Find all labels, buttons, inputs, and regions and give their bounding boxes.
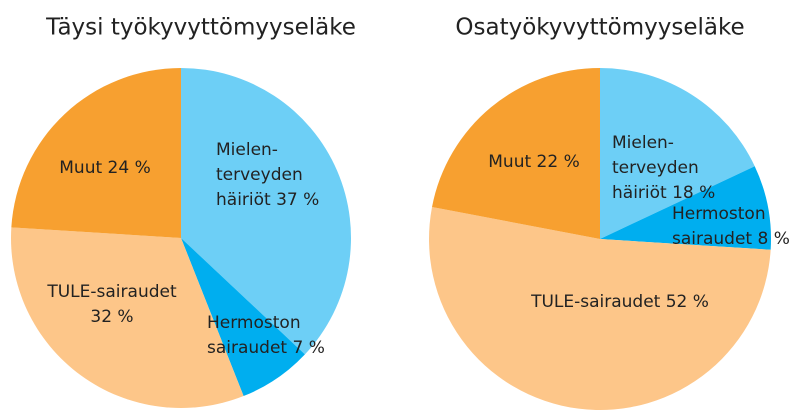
pie-slice	[429, 206, 771, 410]
slice-label: häiriöt 18 %	[612, 183, 715, 203]
slice-label: Mielen-	[612, 133, 674, 153]
pie-slice	[10, 227, 244, 408]
slice-label: Hermoston	[207, 313, 301, 333]
slice-label: sairaudet 7 %	[207, 338, 325, 358]
slice-label: TULE-sairaudet	[46, 282, 177, 302]
pie-slice	[181, 68, 352, 355]
slice-label: Muut 22 %	[488, 152, 579, 172]
slice-label: Hermoston	[672, 204, 766, 224]
slice-label: Mielen-	[216, 140, 278, 160]
chart-title: Osatyökyvyttömyyseläke	[455, 15, 744, 41]
pie-slice	[600, 68, 755, 239]
pie-slice	[181, 238, 305, 397]
pie-slice	[11, 68, 182, 238]
slice-label: häiriöt 37 %	[216, 190, 319, 210]
pie-slice	[600, 166, 772, 250]
slice-label: sairaudet 8 %	[672, 229, 790, 249]
slice-label: Muut 24 %	[59, 158, 150, 178]
slice-label: terveyden	[216, 165, 303, 185]
pie-slice	[432, 68, 600, 239]
chart-title: Täysi työkyvyttömyyseläke	[45, 15, 356, 41]
slice-label: terveyden	[612, 158, 699, 178]
slice-label: TULE-sairaudet 52 %	[530, 292, 709, 312]
slice-label: 32 %	[90, 307, 133, 327]
